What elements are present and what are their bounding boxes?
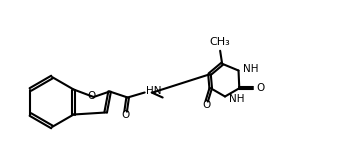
Text: NH: NH (229, 93, 245, 104)
Text: O: O (203, 100, 211, 110)
Text: O: O (256, 83, 265, 93)
Text: HN: HN (146, 85, 161, 95)
Text: NH: NH (242, 64, 258, 74)
Text: O: O (87, 91, 96, 101)
Text: O: O (122, 111, 130, 121)
Text: CH₃: CH₃ (210, 37, 230, 47)
